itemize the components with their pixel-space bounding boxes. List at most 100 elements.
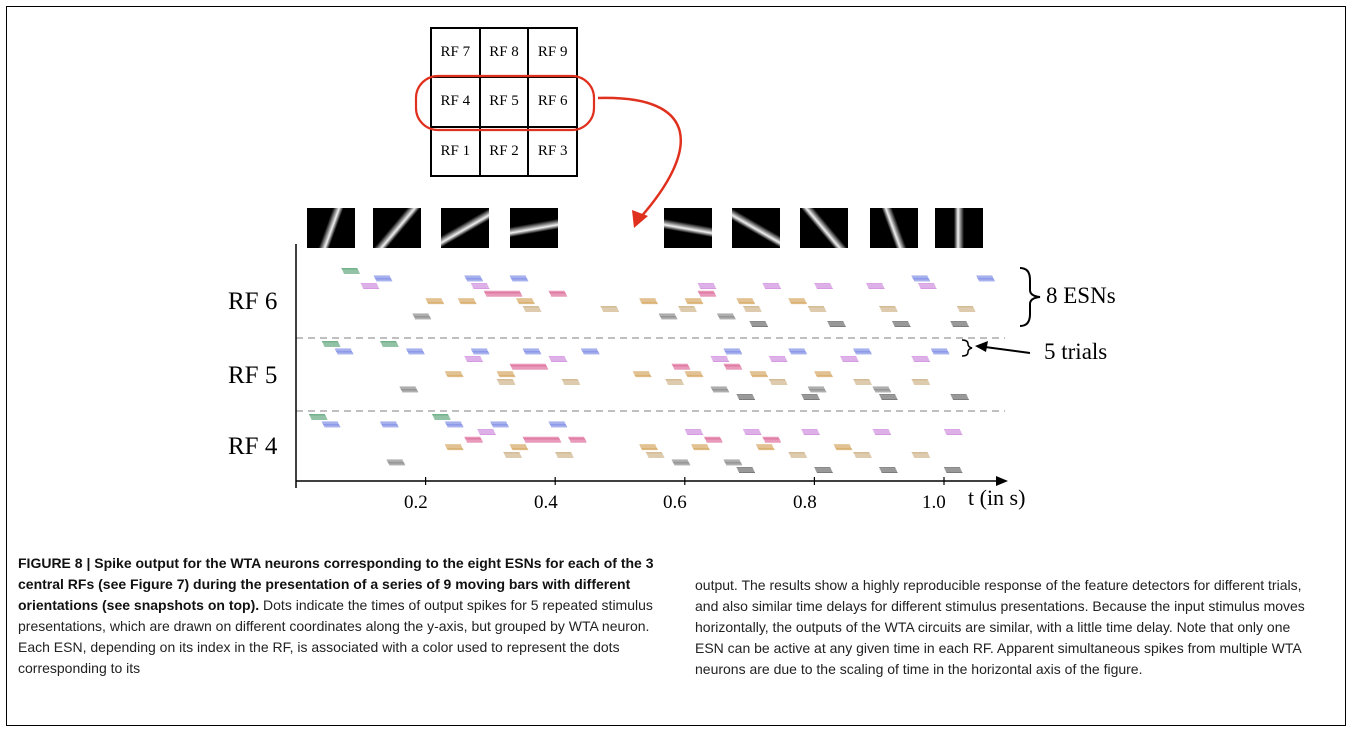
stimulus-thumb-3 bbox=[441, 208, 489, 248]
spike-burst bbox=[465, 439, 482, 441]
spike-burst bbox=[749, 321, 766, 323]
spike-burst bbox=[472, 286, 489, 288]
spike-burst bbox=[516, 299, 533, 301]
spike-burst bbox=[698, 284, 715, 286]
spike-burst bbox=[505, 455, 522, 457]
rf-cell-6: RF 6 bbox=[528, 77, 577, 127]
spike-burst bbox=[473, 288, 490, 289]
spike-burst bbox=[509, 444, 526, 446]
trial-arrowhead bbox=[975, 341, 988, 352]
spike-burst bbox=[763, 285, 780, 287]
spike-burst bbox=[745, 310, 762, 312]
spike-burst bbox=[634, 373, 651, 375]
spike-burst bbox=[465, 278, 482, 279]
spike-burst bbox=[503, 452, 520, 453]
spike-burst bbox=[789, 453, 806, 455]
spike-burst bbox=[803, 432, 820, 434]
spike-burst bbox=[466, 279, 483, 281]
spike-burst bbox=[737, 468, 754, 470]
spike-burst bbox=[810, 391, 827, 393]
spike-burst bbox=[750, 373, 767, 375]
spike-burst bbox=[647, 454, 664, 456]
figure-frame bbox=[6, 6, 1346, 726]
spike-burst bbox=[505, 456, 522, 458]
spike-burst bbox=[684, 429, 701, 431]
spike-burst bbox=[309, 415, 326, 417]
spike-burst bbox=[705, 439, 722, 441]
spike-burst bbox=[498, 373, 515, 375]
spike-burst bbox=[499, 383, 516, 385]
spike-burst bbox=[744, 309, 761, 311]
spike-burst bbox=[671, 363, 688, 365]
spike-burst bbox=[770, 382, 787, 384]
spike-burst bbox=[432, 415, 449, 417]
spike-burst bbox=[829, 324, 846, 326]
spike-burst bbox=[807, 386, 824, 388]
spike-burst bbox=[658, 313, 675, 315]
spike-burst bbox=[853, 348, 870, 350]
spike-burst bbox=[660, 316, 677, 317]
spike-burst bbox=[894, 324, 910, 326]
spike-burst bbox=[524, 440, 561, 442]
spike-burst bbox=[524, 351, 540, 352]
spike-burst bbox=[855, 353, 872, 355]
spike-burst bbox=[738, 397, 755, 399]
spike-burst bbox=[498, 381, 515, 383]
spike-burst bbox=[309, 414, 325, 415]
spike-burst bbox=[603, 310, 619, 312]
spike-burst bbox=[322, 422, 339, 424]
spike-burst bbox=[600, 306, 617, 307]
spike-burst bbox=[946, 434, 963, 435]
spike-burst bbox=[853, 452, 870, 453]
spike-burst bbox=[466, 280, 483, 282]
spike-burst bbox=[918, 283, 935, 285]
spike-burst bbox=[498, 382, 515, 384]
spike-burst bbox=[445, 444, 461, 446]
spike-burst bbox=[978, 279, 995, 281]
spike-burst bbox=[944, 429, 960, 431]
spike-burst bbox=[879, 306, 896, 307]
spike-burst bbox=[659, 314, 676, 316]
spike-burst bbox=[490, 421, 507, 423]
spike-burst bbox=[914, 361, 930, 362]
spike-burst bbox=[511, 448, 528, 449]
spike-burst bbox=[699, 286, 716, 288]
spike-burst bbox=[465, 357, 482, 359]
spike-burst bbox=[412, 313, 429, 315]
spike-burst bbox=[464, 356, 481, 358]
spike-burst bbox=[402, 391, 419, 393]
spike-burst bbox=[687, 303, 704, 305]
spike-burst bbox=[504, 453, 520, 455]
spike-burst bbox=[866, 283, 883, 285]
spike-burst bbox=[756, 444, 773, 446]
spike-burst bbox=[400, 389, 417, 390]
spike-burst bbox=[751, 324, 768, 326]
spike-burst bbox=[674, 464, 691, 466]
spike-burst bbox=[952, 326, 969, 327]
spike-burst bbox=[363, 288, 380, 289]
spike-burst bbox=[977, 278, 994, 279]
spike-burst bbox=[739, 399, 755, 400]
spike-burst bbox=[343, 271, 360, 273]
spike-burst bbox=[834, 445, 851, 447]
spike-burst bbox=[912, 380, 929, 382]
spike-burst bbox=[389, 464, 406, 466]
spike-burst bbox=[736, 394, 753, 396]
spike-burst bbox=[958, 308, 975, 310]
spike-burst bbox=[522, 348, 539, 350]
stimulus-thumb-4 bbox=[510, 208, 558, 248]
spike-burst bbox=[551, 295, 568, 297]
spike-burst bbox=[581, 349, 598, 351]
spike-burst bbox=[912, 381, 929, 383]
spike-burst bbox=[809, 389, 826, 390]
spike-burst bbox=[549, 422, 566, 424]
spike-burst bbox=[833, 444, 850, 446]
spike-burst bbox=[498, 375, 515, 376]
spike-burst bbox=[335, 349, 352, 351]
spike-burst bbox=[881, 310, 898, 312]
spike-burst bbox=[737, 299, 754, 301]
spike-burst bbox=[640, 446, 657, 448]
spike-burst bbox=[343, 272, 360, 274]
spike-burst bbox=[550, 425, 567, 427]
spike-burst bbox=[874, 432, 891, 434]
